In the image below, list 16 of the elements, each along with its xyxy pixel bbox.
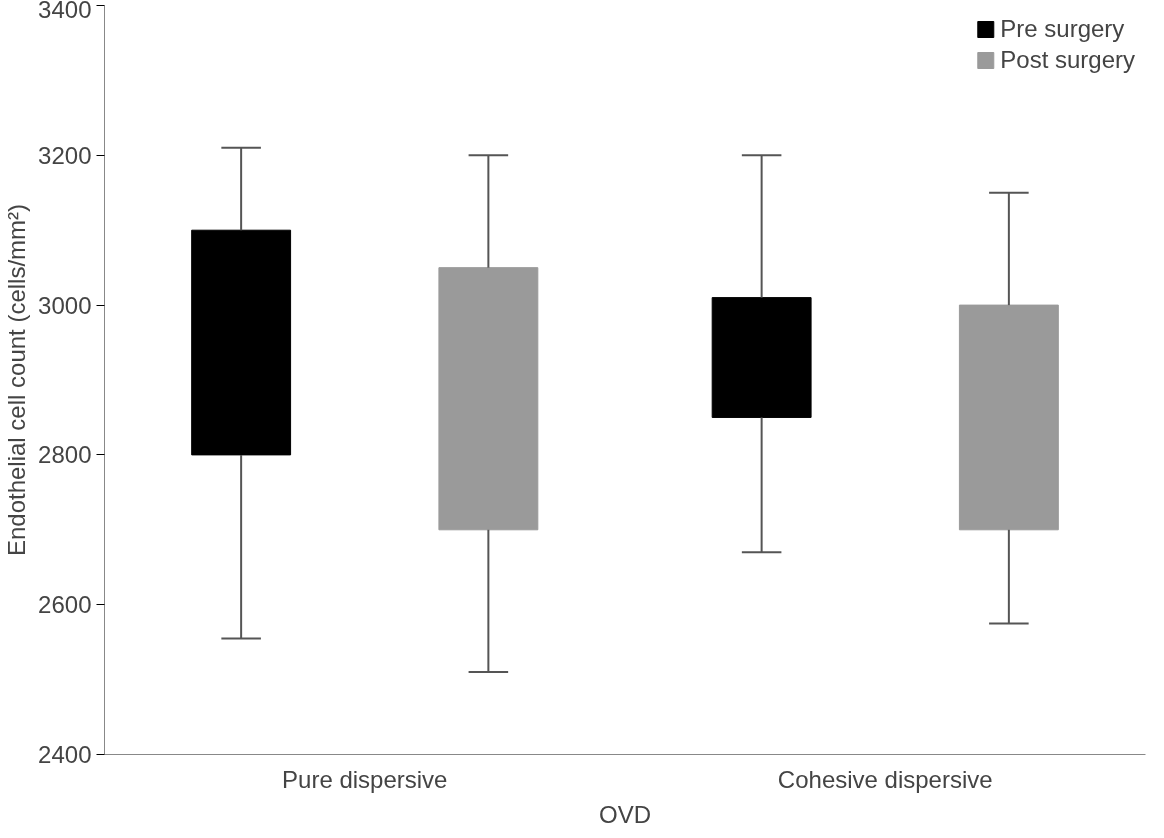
- x-axis-title: OVD: [599, 800, 652, 828]
- x-tick-label: Pure dispersive: [282, 765, 448, 793]
- bar: [191, 229, 292, 456]
- bar: [438, 267, 539, 531]
- y-tick-label: 3000: [38, 291, 92, 319]
- y-tick-label: 2600: [38, 591, 92, 619]
- y-tick-label: 2800: [38, 441, 92, 469]
- y-tick-label: 2400: [38, 741, 92, 768]
- y-axis-title: Endothelial cell count (cells/mm²): [3, 203, 31, 557]
- bar: [958, 304, 1059, 531]
- y-tick-label: 3400: [38, 0, 92, 23]
- bar: [711, 297, 812, 418]
- legend-label: Post surgery: [1000, 46, 1135, 74]
- x-tick-label: Cohesive dispersive: [777, 765, 993, 793]
- y-tick-label: 3200: [38, 141, 92, 169]
- legend-label: Pre surgery: [1000, 15, 1125, 43]
